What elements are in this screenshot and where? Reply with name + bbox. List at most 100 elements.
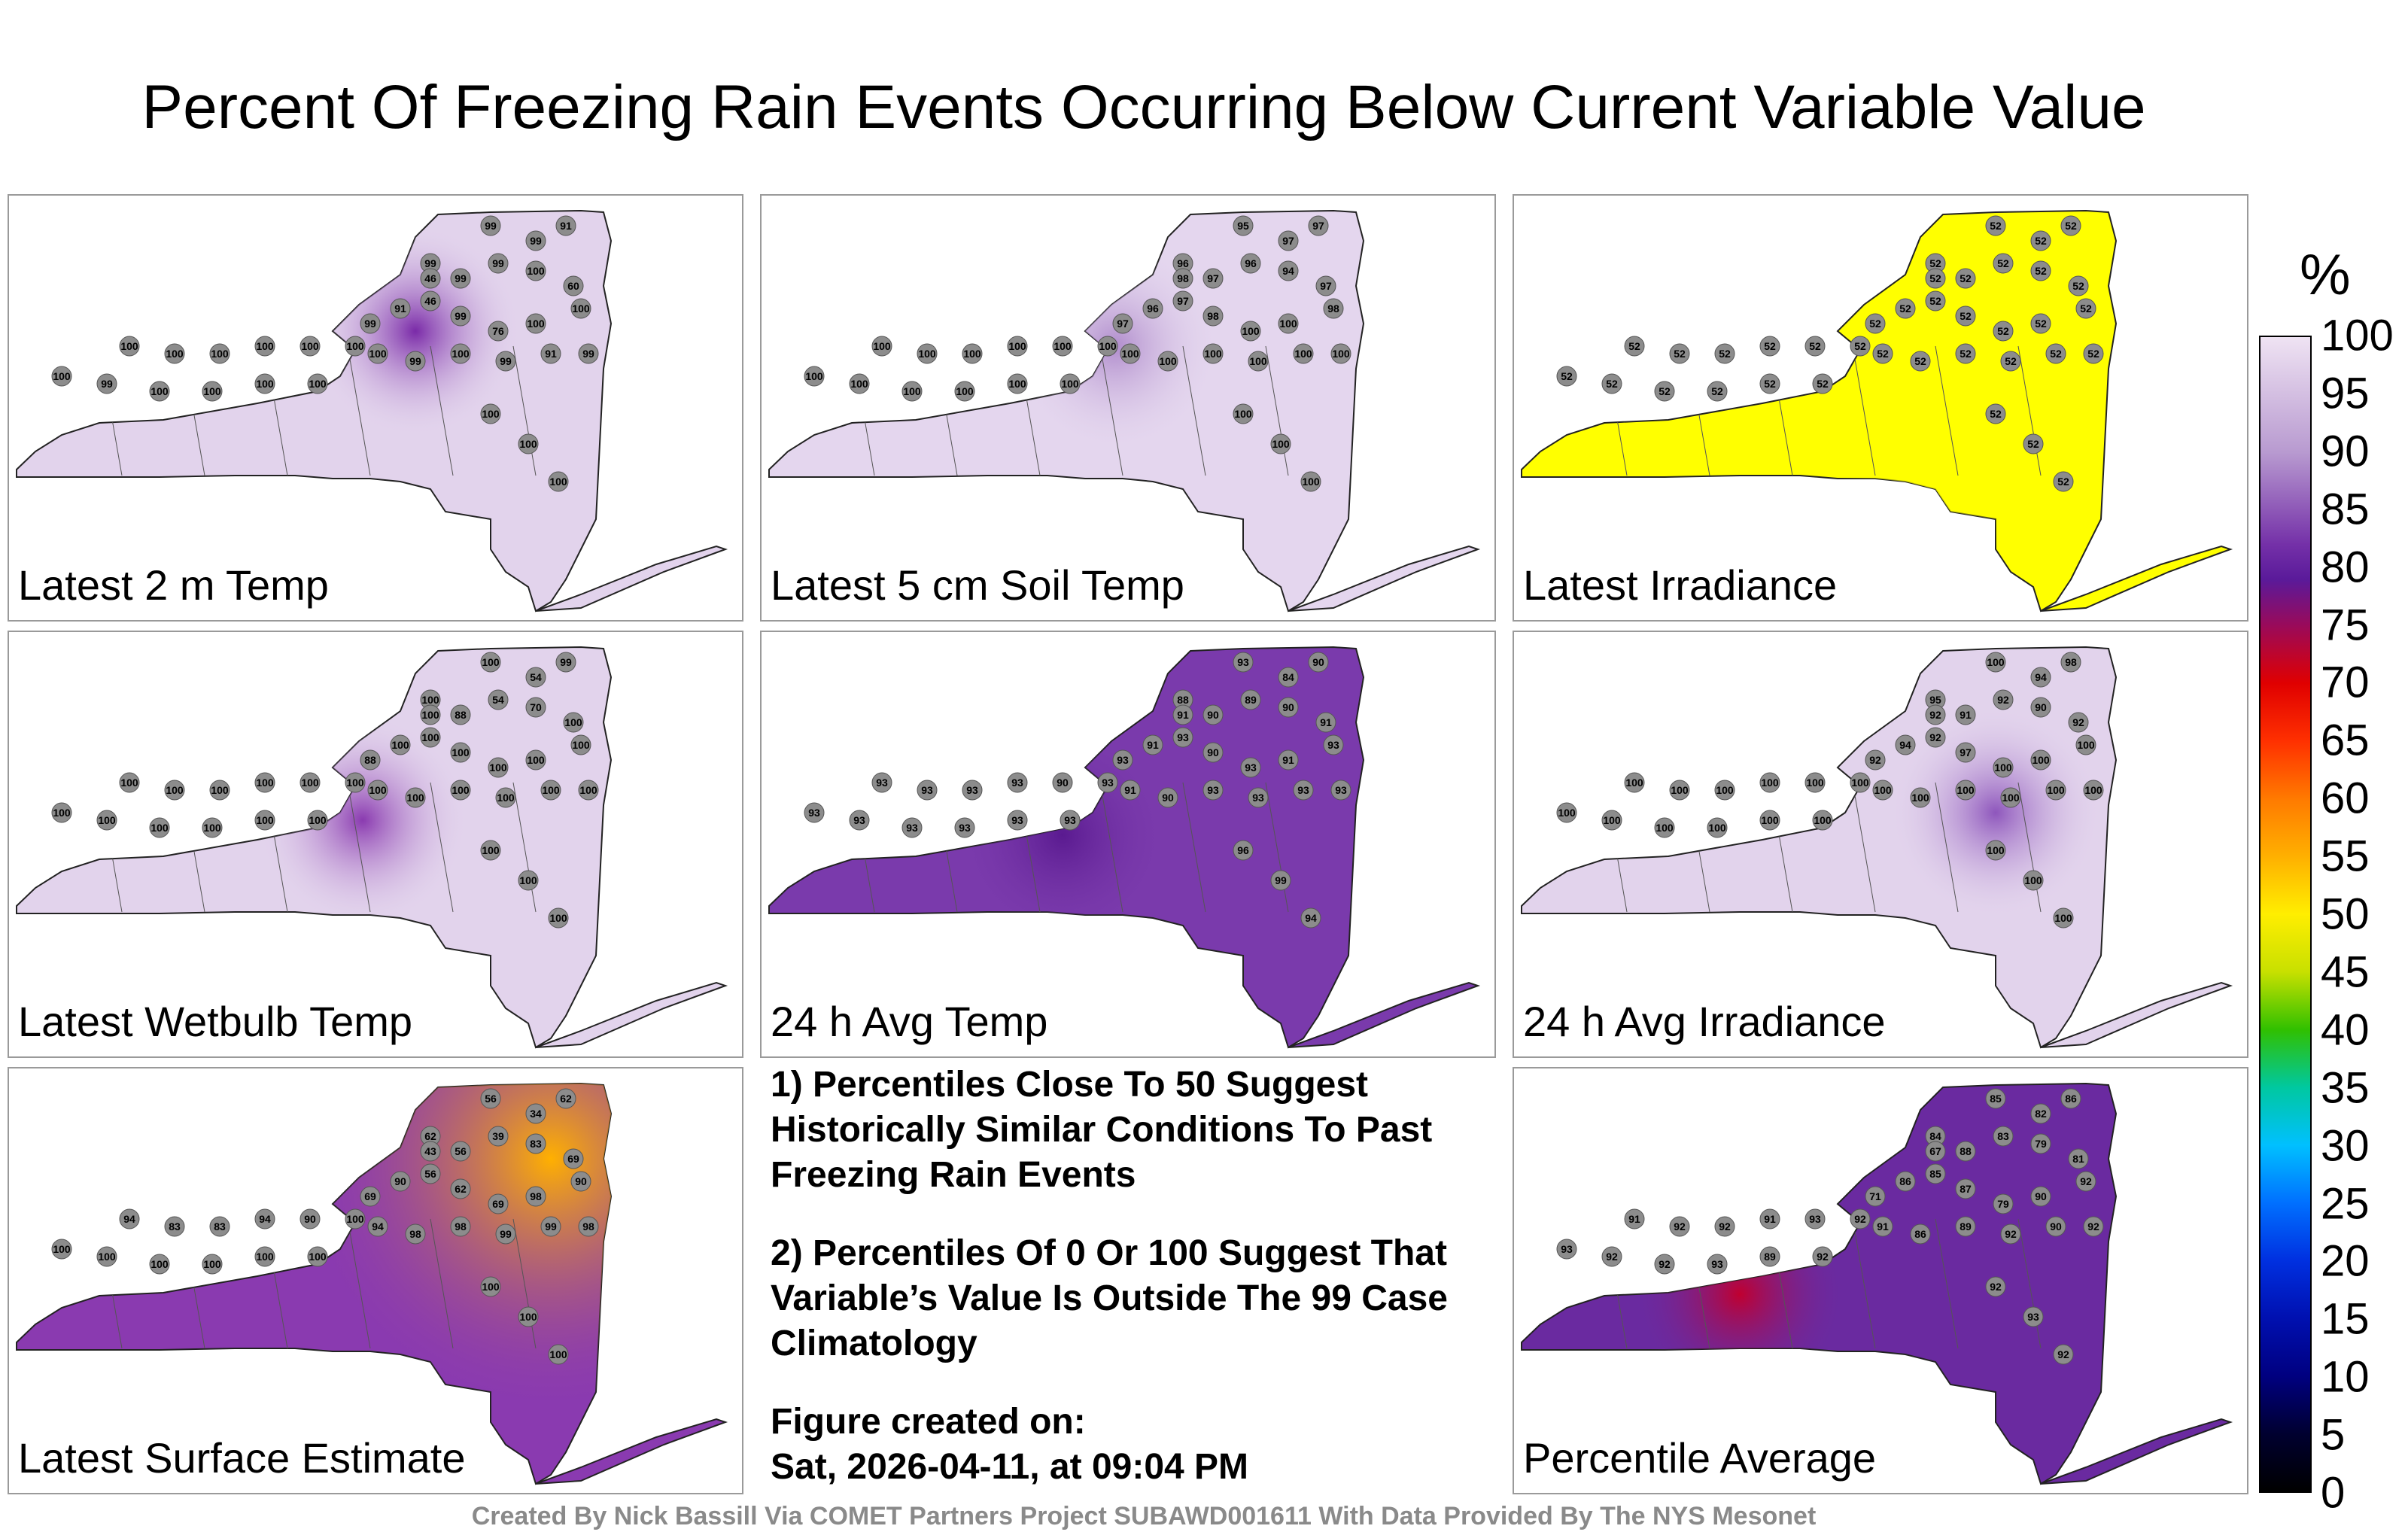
station-value: 100 [301, 777, 319, 789]
station-marker [1759, 772, 1780, 793]
station-value: 90 [1207, 709, 1219, 721]
station-value: 100 [211, 784, 229, 796]
station-marker [1910, 1223, 1931, 1245]
station-value: 52 [2087, 348, 2099, 360]
station-marker [540, 343, 561, 364]
station-value: 88 [1177, 694, 1189, 706]
station-marker [1925, 1141, 1946, 1162]
station-marker [901, 817, 923, 838]
station-marker [2000, 351, 2021, 372]
station-value: 99 [424, 257, 436, 269]
station-marker [1060, 373, 1081, 394]
station-marker [2023, 1306, 2044, 1327]
station-value: 100 [421, 694, 439, 706]
station-marker [360, 1186, 381, 1207]
station-value: 100 [482, 1281, 500, 1293]
station-value: 93 [906, 822, 918, 834]
station-value: 100 [309, 814, 327, 826]
station-value: 100 [98, 814, 116, 826]
colorbar-tick: 90 [2321, 427, 2370, 476]
station-marker [1759, 336, 1780, 357]
station-value: 100 [256, 777, 274, 789]
long-island [535, 545, 728, 612]
long-island [2040, 981, 2233, 1048]
station-marker [525, 260, 546, 281]
station-value: 90 [1057, 777, 1069, 789]
map-panel: 99 91 99 99 46 99 99 100 60 99 91 46 99 76 100 100 100 99… [8, 194, 743, 622]
county-line [430, 1218, 454, 1349]
station-marker [149, 1254, 170, 1275]
station-value: 93 [1711, 1258, 1723, 1270]
station-marker [1669, 343, 1690, 364]
station-value: 100 [1814, 814, 1832, 826]
panel-label: Latest Surface Estimate [18, 1434, 466, 1482]
station-value: 88 [364, 754, 376, 766]
panel-label: Latest Irradiance [1523, 561, 1838, 609]
station-marker [2045, 1216, 2066, 1237]
panel-label: Latest Wetbulb Temp [18, 998, 413, 1045]
station-value: 100 [1987, 656, 2005, 668]
station-marker [525, 230, 546, 251]
station-value: 98 [530, 1190, 542, 1202]
station-value: 92 [2087, 1220, 2099, 1233]
station-value: 92 [1719, 1220, 1731, 1233]
station-value: 100 [346, 340, 364, 352]
station-marker [518, 433, 539, 454]
station-value: 100 [53, 807, 71, 819]
station-marker [1925, 727, 1946, 748]
colorbar-tick: 60 [2321, 774, 2370, 823]
station-marker [299, 1208, 321, 1230]
station-value: 93 [966, 784, 978, 796]
station-marker [2083, 343, 2104, 364]
station-value: 99 [364, 318, 376, 330]
station-marker [2075, 1171, 2096, 1192]
station-value: 100 [256, 378, 274, 390]
station-marker [871, 336, 892, 357]
station-value: 79 [1997, 1198, 2009, 1210]
station-marker [1060, 810, 1081, 831]
county-line [1935, 782, 1959, 913]
station-marker [119, 336, 140, 357]
map-panel: 56 62 34 62 43 56 39 83 69 69 90 56 62 69 98 90 94 98 98 99… [8, 1067, 743, 1494]
station-value: 69 [364, 1190, 376, 1202]
station-value: 100 [166, 348, 184, 360]
station-value: 52 [1929, 295, 1941, 307]
station-marker [1097, 772, 1118, 793]
station-value: 100 [519, 874, 537, 886]
station-value: 52 [1764, 378, 1776, 390]
station-marker [849, 373, 870, 394]
station-marker [420, 268, 441, 289]
station-marker [1925, 1163, 1946, 1184]
station-marker [164, 1216, 185, 1237]
station-marker [1955, 1178, 1976, 1199]
page-title: Percent Of Freezing Rain Events Occurrin… [141, 73, 2146, 141]
station-value: 100 [549, 476, 567, 488]
station-value: 100 [120, 340, 138, 352]
station-value: 100 [1332, 348, 1350, 360]
station-marker [390, 734, 411, 755]
station-marker [1955, 1141, 1976, 1162]
station-marker [570, 734, 591, 755]
station-value: 52 [2035, 235, 2047, 247]
station-marker [1330, 343, 1351, 364]
station-value: 100 [391, 739, 409, 751]
station-marker [420, 290, 441, 312]
station-value: 100 [150, 385, 169, 397]
station-value: 100 [2047, 784, 2065, 796]
station-marker [420, 1163, 441, 1184]
panel-label: Percentile Average [1523, 1434, 1877, 1482]
county-line [430, 345, 454, 476]
station-value: 39 [492, 1130, 504, 1142]
station-marker [954, 817, 975, 838]
colorbar-tick: 95 [2321, 369, 2370, 418]
station-value: 52 [1809, 340, 1821, 352]
county-line [347, 1218, 371, 1349]
station-marker [1112, 749, 1133, 771]
station-marker [1142, 734, 1163, 755]
station-marker [1955, 1216, 1976, 1237]
station-value: 92 [1854, 1213, 1866, 1225]
station-value: 91 [1177, 709, 1189, 721]
station-value: 93 [2027, 1311, 2039, 1323]
station-value: 92 [1929, 709, 1941, 721]
